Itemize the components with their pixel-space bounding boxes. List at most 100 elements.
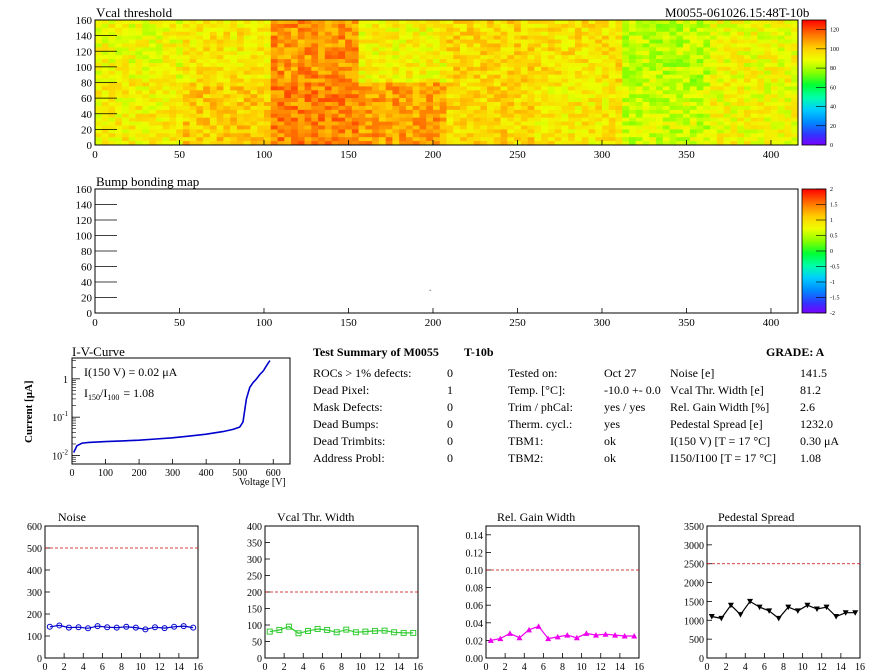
vcal-heat-cell [527, 74, 535, 79]
vcal-heat-cell [683, 51, 691, 56]
vcal-heat-cell [635, 102, 643, 107]
vcal-heat-cell [791, 117, 799, 122]
vcal-heat-cell [277, 117, 285, 122]
vcal-heat-cell [331, 47, 339, 52]
vcal-heat-cell [230, 43, 238, 48]
vcal-heat-cell [466, 27, 474, 33]
vcal-heat-cell [176, 62, 184, 68]
vcal-heat-cell [284, 94, 292, 99]
roc-point [487, 637, 494, 643]
vcal-heat-cell [297, 43, 305, 48]
vcal-heat-cell [473, 47, 481, 52]
vcal-heat-cell [223, 141, 231, 146]
vcal-heat-cell [764, 39, 772, 44]
vcal-heat-cell [561, 51, 569, 56]
vcal-heat-cell [676, 105, 684, 111]
vcal-heat-cell [135, 70, 143, 75]
vcal-heat-cell [689, 27, 697, 33]
vcal-heat-cell [351, 51, 359, 56]
vcal-heat-cell [453, 105, 461, 111]
vcal-heat-cell [196, 35, 204, 40]
vcal-heat-cell [493, 82, 501, 87]
vcal-heat-cell [304, 43, 312, 48]
vcal-heat-cell [358, 62, 366, 68]
vcal-heat-cell [642, 66, 650, 72]
vcal-heat-cell [466, 51, 474, 56]
vcal-heat-cell [203, 117, 211, 122]
vcal-heat-cell [142, 27, 150, 33]
vcal-heat-cell [412, 66, 420, 72]
vcal-heat-cell [399, 70, 407, 75]
vcal-heat-cell [737, 74, 745, 79]
vcal-heat-cell [95, 62, 103, 68]
vcal-heat-cell [243, 59, 251, 64]
vcal-heat-cell [385, 94, 393, 99]
vcal-heat-cell [764, 86, 772, 91]
vcal-heat-cell [230, 59, 238, 64]
vcal-heat-cell [480, 105, 488, 111]
vcal-heat-cell [257, 78, 265, 83]
vcal-heat-cell [324, 94, 332, 99]
vcal-heat-cell [169, 35, 177, 40]
vcal-heat-cell [473, 105, 481, 111]
vcal-heat-cell [757, 35, 765, 40]
vcal-heat-cell [480, 94, 488, 99]
vcal-heat-cell [392, 59, 400, 64]
vcal-heat-cell [277, 86, 285, 91]
vcal-heat-cell [493, 109, 501, 115]
vcal-heat-cell [635, 133, 643, 138]
vcal-heat-cell [466, 109, 474, 115]
vcal-heat-cell [581, 70, 589, 75]
vcal-heat-cell [223, 129, 231, 134]
vcal-heat-cell [284, 47, 292, 52]
vcal-heat-cell [473, 117, 481, 122]
vcal-heat-cell [480, 27, 488, 33]
vcal-heat-cell [743, 113, 751, 118]
vcal-heat-cell [345, 121, 353, 126]
vcal-heat-cell [169, 47, 177, 52]
vcal-heat-cell [176, 27, 184, 33]
vcal-heat-cell [750, 66, 758, 72]
iv-xtick-label: 0 [70, 468, 75, 479]
vcal-heat-cell [257, 27, 265, 33]
vcal-heat-cell [473, 133, 481, 138]
vcal-heat-cell [263, 78, 272, 83]
vcal-heat-cell [493, 66, 501, 72]
vcal-heat-cell [757, 133, 765, 138]
vcal-heat-cell [439, 121, 447, 126]
vcal-heat-cell [527, 133, 535, 138]
vcal-heat-cell [703, 66, 711, 72]
vcal-heat-cell [656, 113, 664, 118]
vcal-heat-cell [426, 47, 434, 52]
vcal-heat-cell [162, 121, 170, 126]
vcal-heat-cell [270, 102, 278, 107]
vcal-heat-cell [480, 62, 488, 68]
vcal-heat-cell [642, 20, 650, 25]
vcal-heat-cell [527, 51, 535, 56]
vcal-heat-cell [480, 31, 488, 36]
roc-xtick-label: 10 [136, 662, 146, 672]
roc-ytick-label: 0.08 [466, 584, 484, 595]
vcal-heat-cell [203, 23, 211, 29]
vcal-heat-cell [716, 125, 724, 130]
roc-chart-title: Rel. Gain Width [497, 510, 575, 524]
vcal-heat-cell [345, 31, 353, 36]
vcal-heat-cell [642, 35, 650, 40]
vcal-heat-cell [777, 125, 785, 130]
vcal-heat-cell [284, 51, 292, 56]
vcal-heat-cell [318, 59, 326, 64]
vcal-heat-cell [189, 70, 197, 75]
vcal-heat-cell [439, 117, 447, 122]
vcal-heat-cell [473, 125, 481, 130]
vcal-heat-cell [277, 105, 285, 111]
vcal-heat-cell [730, 133, 738, 138]
vcal-heat-cell [378, 31, 386, 36]
vcal-heat-cell [520, 105, 528, 111]
vcal-heat-cell [453, 55, 461, 60]
vcal-heat-cell [196, 90, 204, 95]
vcal-heat-cell [142, 141, 150, 146]
vcal-heat-cell [622, 133, 630, 138]
vcal-heat-cell [358, 47, 366, 52]
vcal-heat-cell [487, 86, 495, 91]
vcal-heat-cell [122, 121, 130, 126]
